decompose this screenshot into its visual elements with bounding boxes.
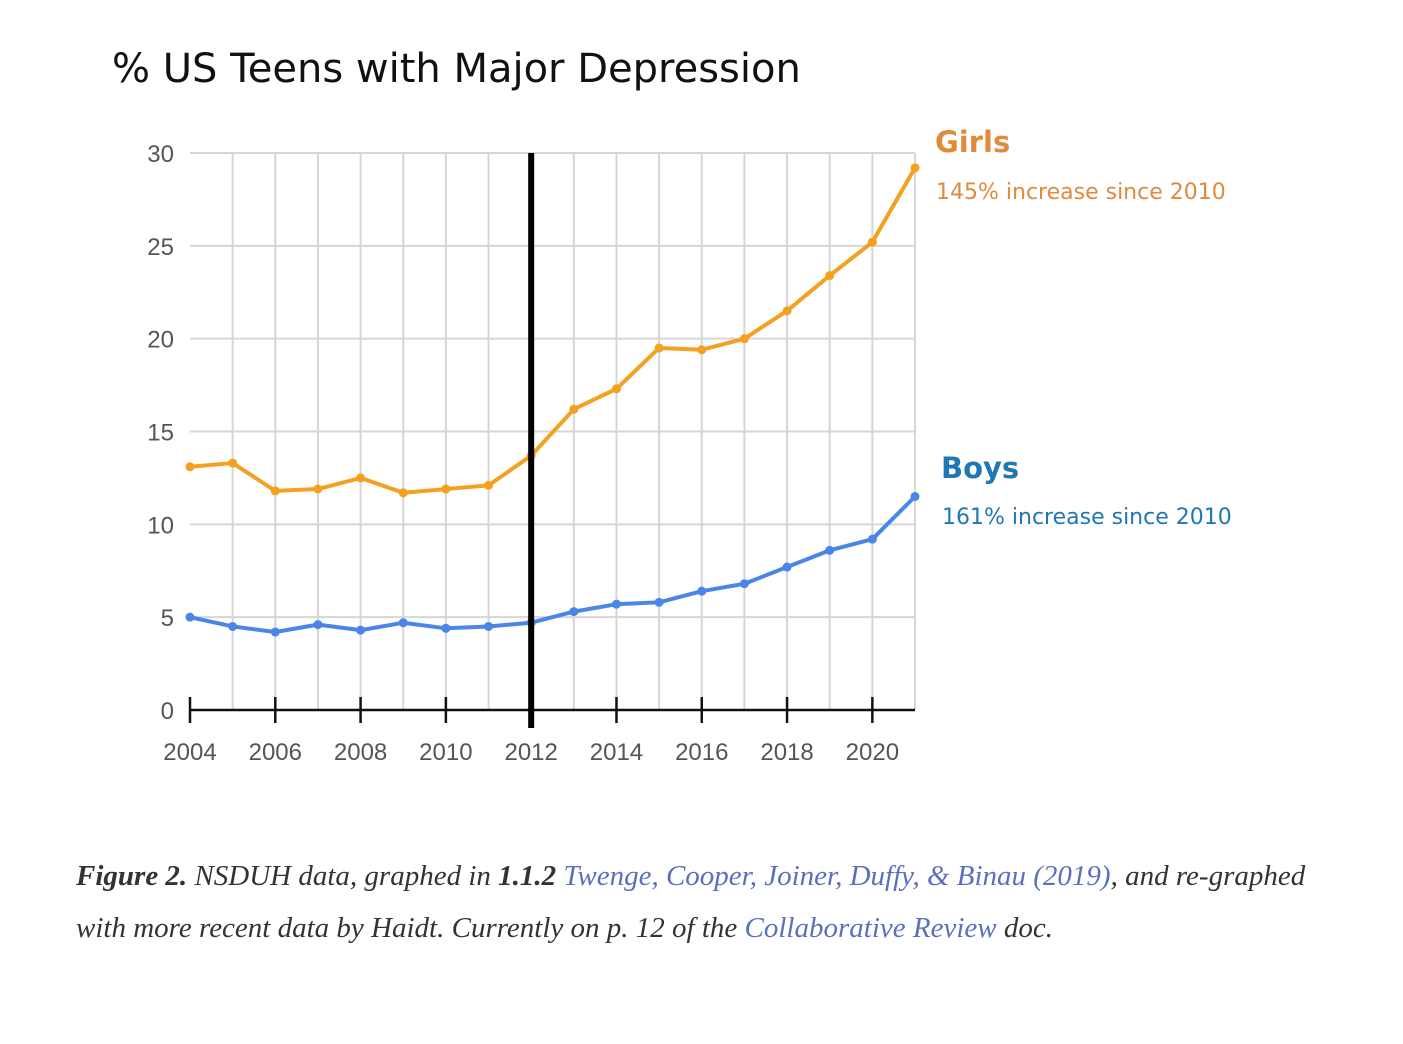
boys-data-point [654,597,664,607]
girls-data-point [739,334,749,344]
girls-data-point [697,345,707,355]
boys-data-point [441,623,451,633]
caption-text-3: , and re-graphed with more recent data b… [76,860,1306,944]
girls-data-point [782,306,792,316]
boys-series-note: 161% increase since 2010 [942,505,1232,530]
x-tick-label: 2012 [504,739,557,766]
girls-data-point [185,462,195,472]
boys-data-point [611,599,621,609]
girls-data-point [569,404,579,414]
x-tick-label: 2008 [334,739,387,766]
y-tick-label: 20 [147,327,174,354]
x-tick-label: 2006 [249,739,302,766]
boys-data-point [313,620,323,630]
x-tick-label: 2004 [163,739,216,766]
girls-series-label: Girls [935,125,1010,159]
figure-caption: Figure 2. NSDUH data, graphed in 1.1.2 T… [76,850,1346,954]
series [185,153,920,728]
y-tick-label: 15 [147,420,174,447]
boys-data-point [697,586,707,596]
girls-data-point [356,473,366,483]
girls-series-note: 145% increase since 2010 [936,180,1226,205]
y-tick-label: 25 [147,234,174,261]
series-labels: Girls 145% increase since 2010 Boys 161% in… [935,125,1232,530]
boys-data-point [739,579,749,589]
boys-data-point [484,621,494,631]
collaborative-review-link[interactable]: Collaborative Review [744,912,997,944]
girls-data-point [910,163,920,173]
girls-data-point [228,458,238,468]
boys-data-point [185,612,195,622]
boys-data-point [356,625,366,635]
girls-data-point [270,486,280,496]
girls-data-point [611,384,621,394]
y-tick-label: 10 [147,512,174,539]
y-tick-label: 0 [161,698,174,725]
girls-data-point [825,271,835,281]
boys-data-point [270,627,280,637]
girls-data-point [313,484,323,494]
x-tick-label: 2014 [590,739,643,766]
boys-data-point [867,534,877,544]
x-tick-label: 2020 [846,739,899,766]
boys-data-point [782,562,792,572]
boys-data-point [825,545,835,555]
x-tick-label: 2018 [760,739,813,766]
y-tick-label: 5 [161,605,174,632]
gridlines [190,152,916,710]
girls-data-point [441,484,451,494]
girls-series-line [188,165,917,495]
citation-link[interactable]: Twenge, Cooper, Joiner, Duffy, & Binau (… [563,860,1111,892]
x-tick-label: 2016 [675,739,728,766]
figure-label: Figure 2. [76,860,188,892]
girls-data-point [654,343,664,353]
boys-series-label: Boys [941,451,1019,485]
girls-data-point [484,480,494,490]
y-tick-label: 30 [147,141,174,168]
axes: 0 5 10 15 20 25 30 2004 2006 2008 2010 2012 2014 2016… [147,141,915,766]
boys-data-point [398,618,408,628]
boys-series-line [188,494,917,635]
girls-data-point [867,237,877,247]
girls-data-point [398,488,408,498]
line-chart: 0 5 10 15 20 25 30 2004 2006 2008 2010 2012 2014 2016… [147,125,1232,766]
caption-text-4: doc. [996,912,1053,944]
boys-data-point [569,607,579,617]
caption-text-1: NSDUH data, graphed in [187,860,499,892]
chart-title: % US Teens with Major Depression [112,46,801,92]
boys-data-point [910,491,920,501]
caption-ref: 1.1.2 [498,860,557,892]
boys-data-point [228,621,238,631]
x-tick-label: 2010 [419,739,472,766]
